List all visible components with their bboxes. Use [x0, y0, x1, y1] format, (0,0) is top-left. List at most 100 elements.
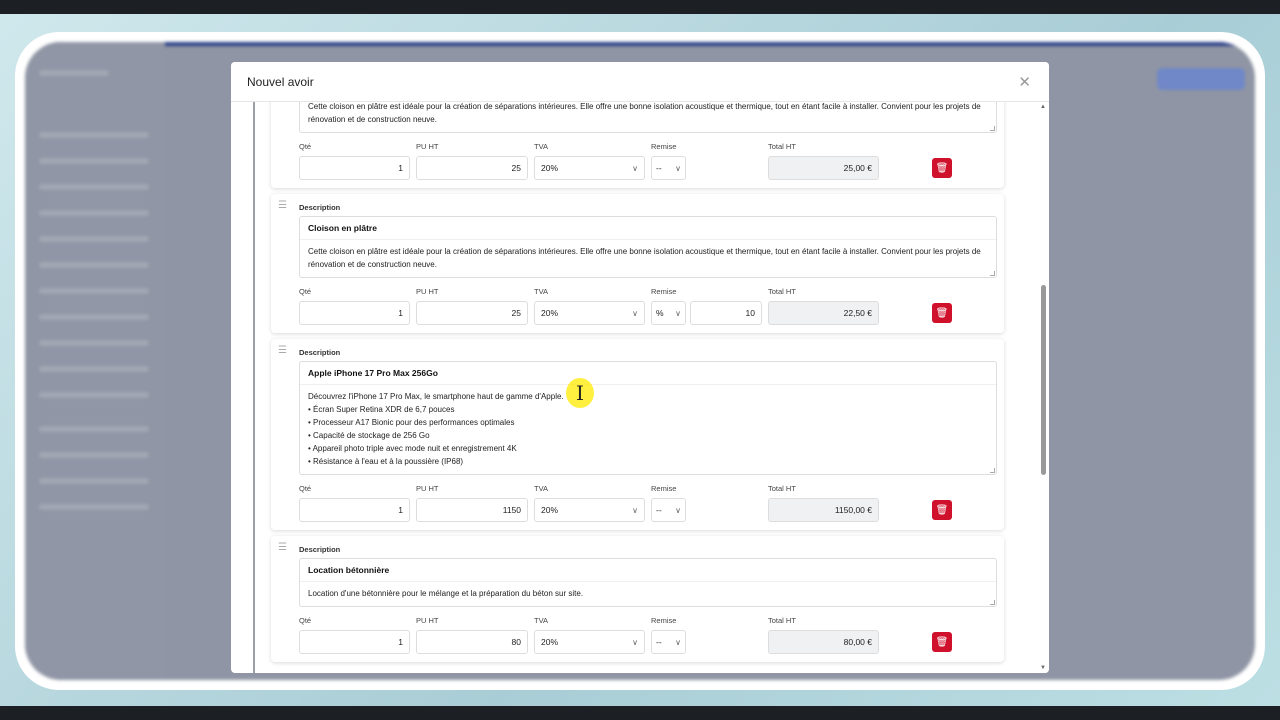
description-textarea[interactable]: Location bétonnière Location d'une béton… — [299, 558, 997, 607]
trash-icon: 🗑 — [935, 636, 949, 648]
qty-label: Qté — [299, 616, 312, 625]
line-item-card: ☰ Description Location bétonnière Locati… — [271, 536, 1004, 662]
discount-type-select[interactable]: -- ∨ — [651, 498, 686, 522]
item-body[interactable]: Cette cloison en plâtre est idéale pour … — [308, 102, 981, 124]
drag-handle-icon[interactable]: ☰ — [278, 200, 287, 211]
chevron-down-icon: ∨ — [675, 505, 681, 515]
vat-value: 20% — [541, 505, 559, 515]
vat-select[interactable]: 20% ∨ — [534, 630, 645, 654]
discount-label: Remise — [651, 484, 677, 493]
resize-grip-icon[interactable] — [990, 126, 995, 131]
chevron-down-icon: ∨ — [632, 637, 638, 647]
chevron-down-icon: ∨ — [675, 637, 681, 647]
total-ht-field: 25,00 € — [768, 156, 879, 180]
unit-price-label: PU HT — [416, 484, 439, 493]
item-body[interactable]: Cette cloison en plâtre est idéale pour … — [308, 247, 981, 269]
line-items-list: ☰ Description Cloison en plâtre Cette cl… — [253, 102, 1005, 673]
vat-value: 20% — [541, 163, 559, 173]
qty-input[interactable]: 1 — [299, 498, 410, 522]
qty-label: Qté — [299, 287, 312, 296]
modal-scrollbar[interactable]: ▲ ▼ — [1037, 102, 1049, 673]
vat-label: TVA — [534, 484, 549, 493]
vat-select[interactable]: 20% ∨ — [534, 498, 645, 522]
vat-select[interactable]: 20% ∨ — [534, 301, 645, 325]
new-credit-note-modal: Nouvel avoir ✕ ☰ Description Cloison en … — [231, 62, 1049, 673]
item-body[interactable]: Découvrez l'iPhone 17 Pro Max, le smartp… — [308, 392, 564, 466]
item-body[interactable]: Location d'une bétonnière pour le mélang… — [308, 589, 584, 598]
discount-label: Remise — [651, 616, 677, 625]
item-title[interactable]: Location bétonnière — [300, 559, 996, 582]
description-textarea[interactable]: Apple iPhone 17 Pro Max 256Go Découvrez … — [299, 361, 997, 475]
description-textarea[interactable]: Cloison en plâtre Cette cloison en plâtr… — [299, 102, 997, 133]
description-textarea[interactable]: Cloison en plâtre Cette cloison en plâtr… — [299, 216, 997, 278]
resize-grip-icon[interactable] — [990, 468, 995, 473]
scroll-down-icon[interactable]: ▼ — [1040, 665, 1046, 671]
scroll-up-icon[interactable]: ▲ — [1040, 104, 1046, 110]
unit-price-label: PU HT — [416, 616, 439, 625]
trash-icon: 🗑 — [935, 162, 949, 174]
modal-title: Nouvel avoir — [247, 74, 314, 89]
drag-handle-icon[interactable]: ☰ — [278, 345, 287, 356]
total-ht-field: 1150,00 € — [768, 498, 879, 522]
scrollbar-thumb[interactable] — [1041, 285, 1046, 475]
discount-label: Remise — [651, 142, 677, 151]
discount-type-value: -- — [656, 637, 662, 647]
total-label: Total HT — [768, 142, 796, 151]
vat-label: TVA — [534, 142, 549, 151]
unit-price-input[interactable]: 1150 — [416, 498, 528, 522]
total-label: Total HT — [768, 287, 796, 296]
item-title[interactable]: Cloison en plâtre — [300, 217, 996, 240]
vat-value: 20% — [541, 637, 559, 647]
total-ht-field: 22,50 € — [768, 301, 879, 325]
vat-label: TVA — [534, 287, 549, 296]
unit-price-input[interactable]: 25 — [416, 301, 528, 325]
resize-grip-icon[interactable] — [990, 600, 995, 605]
chevron-down-icon: ∨ — [632, 505, 638, 515]
trash-icon: 🗑 — [935, 307, 949, 319]
close-icon[interactable]: ✕ — [1018, 74, 1031, 91]
chevron-down-icon: ∨ — [632, 308, 638, 318]
chevron-down-icon: ∨ — [675, 308, 681, 318]
chevron-down-icon: ∨ — [675, 163, 681, 173]
discount-type-select[interactable]: % ∨ — [651, 301, 686, 325]
delete-item-button[interactable]: 🗑 — [932, 158, 952, 178]
chevron-down-icon: ∨ — [632, 163, 638, 173]
total-label: Total HT — [768, 616, 796, 625]
total-label: Total HT — [768, 484, 796, 493]
discount-type-value: % — [656, 308, 664, 318]
vat-label: TVA — [534, 616, 549, 625]
qty-input[interactable]: 1 — [299, 301, 410, 325]
delete-item-button[interactable]: 🗑 — [932, 632, 952, 652]
sidebar-blurred — [25, 42, 165, 680]
unit-price-input[interactable]: 25 — [416, 156, 528, 180]
discount-type-value: -- — [656, 505, 662, 515]
discount-value-input[interactable]: 10 — [690, 301, 762, 325]
unit-price-label: PU HT — [416, 142, 439, 151]
description-label: Description — [299, 545, 341, 554]
line-item-card: ☰ Description Cloison en plâtre Cette cl… — [271, 194, 1004, 333]
text-cursor-icon: I — [566, 378, 594, 408]
drag-handle-icon[interactable]: ☰ — [278, 542, 287, 553]
modal-header: Nouvel avoir ✕ — [231, 62, 1049, 102]
delete-item-button[interactable]: 🗑 — [932, 500, 952, 520]
line-item-card: ☰ Description Cloison en plâtre Cette cl… — [271, 102, 1004, 188]
resize-grip-icon[interactable] — [990, 271, 995, 276]
description-label: Description — [299, 348, 341, 357]
unit-price-input[interactable]: 80 — [416, 630, 528, 654]
discount-label: Remise — [651, 287, 677, 296]
trash-icon: 🗑 — [935, 504, 949, 516]
total-ht-field: 80,00 € — [768, 630, 879, 654]
description-label: Description — [299, 203, 341, 212]
modal-body: ☰ Description Cloison en plâtre Cette cl… — [231, 102, 1037, 673]
discount-type-value: -- — [656, 163, 662, 173]
discount-type-select[interactable]: -- ∨ — [651, 630, 686, 654]
vat-select[interactable]: 20% ∨ — [534, 156, 645, 180]
delete-item-button[interactable]: 🗑 — [932, 303, 952, 323]
item-title[interactable]: Apple iPhone 17 Pro Max 256Go — [300, 362, 996, 385]
qty-label: Qté — [299, 484, 312, 493]
qty-input[interactable]: 1 — [299, 156, 410, 180]
qty-input[interactable]: 1 — [299, 630, 410, 654]
line-item-card: ☰ Description Apple iPhone 17 Pro Max 25… — [271, 339, 1004, 530]
qty-label: Qté — [299, 142, 312, 151]
discount-type-select[interactable]: -- ∨ — [651, 156, 686, 180]
